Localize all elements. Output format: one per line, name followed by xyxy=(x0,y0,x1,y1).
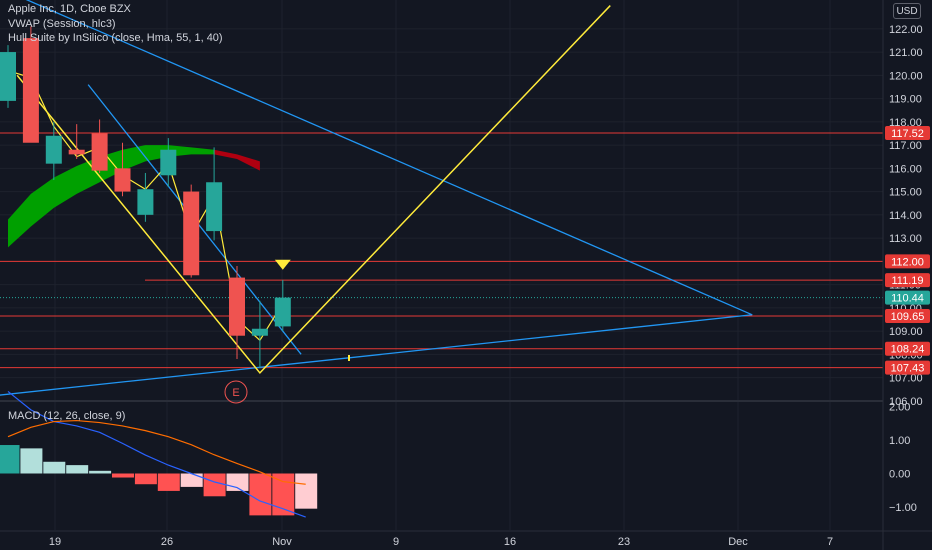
level-badge xyxy=(885,308,930,323)
price-tick-label: 109.00 xyxy=(889,326,923,338)
time-axis: 19 26 Nov 9 16 23 Dec 7 xyxy=(0,530,932,548)
candle-body xyxy=(206,182,223,232)
price-tick-label: 107.00 xyxy=(889,373,923,385)
candle-body xyxy=(251,328,268,336)
price-tick-label: 121.00 xyxy=(889,47,923,59)
trendline xyxy=(0,314,753,396)
hull-ribbon-up xyxy=(8,145,215,248)
level-badge-label: 108.24 xyxy=(891,344,925,356)
candle-body xyxy=(183,191,200,276)
candle-body xyxy=(0,52,16,101)
candle-body xyxy=(91,133,108,171)
time-tick-label: Nov xyxy=(272,536,292,548)
level-badge xyxy=(885,254,930,269)
time-tick-label: 9 xyxy=(393,536,399,548)
macd-tick-label: 2.00 xyxy=(889,402,910,414)
level-badge xyxy=(885,273,930,288)
price-tick-label: 116.00 xyxy=(889,163,922,175)
macd-histogram-bar xyxy=(20,448,43,474)
time-tick-label: 7 xyxy=(827,536,833,548)
time-tick-label: 26 xyxy=(161,536,173,548)
price-tick-label: 115.00 xyxy=(889,187,922,199)
hull-ribbon xyxy=(8,145,260,248)
macd-line xyxy=(7,390,306,518)
earnings-label: E xyxy=(232,387,239,399)
drawn-lines xyxy=(0,0,883,396)
last-price-badge-label: 110.44 xyxy=(891,293,924,305)
candle-body xyxy=(274,297,291,327)
time-tick-label: Dec xyxy=(728,536,748,548)
candle-body xyxy=(160,149,177,176)
level-badge xyxy=(885,341,930,356)
legend-macd[interactable]: MACD (12, 26, close, 9) xyxy=(8,410,126,422)
macd-histogram-bar xyxy=(134,473,157,485)
hull-ribbon-down xyxy=(214,149,260,171)
time-tick-label: 19 xyxy=(49,536,61,548)
macd-tick-label: 1.00 xyxy=(889,435,910,447)
candle-body xyxy=(137,189,154,215)
level-badge-label: 117.52 xyxy=(891,128,924,140)
level-badge-label: 111.19 xyxy=(891,275,923,287)
price-tick-label: 119.00 xyxy=(889,94,922,106)
macd-histogram-bar xyxy=(157,473,180,491)
grid xyxy=(0,0,883,530)
currency-button[interactable]: USD xyxy=(893,3,921,19)
macd-histogram-bar xyxy=(66,465,89,474)
macd-histogram-bar xyxy=(112,473,134,478)
markers: E xyxy=(224,259,350,404)
candle-body xyxy=(114,168,131,192)
level-badge-label: 112.00 xyxy=(891,256,924,268)
macd-histogram-bar xyxy=(295,473,318,509)
legend-vwap[interactable]: VWAP (Session, hlc3) xyxy=(8,18,116,30)
price-tick-label: 114.00 xyxy=(889,210,922,222)
yellow-v-line xyxy=(16,5,611,375)
macd-histogram-bar xyxy=(43,461,66,474)
level-badge xyxy=(885,125,930,140)
price-badges: 117.52 112.00 111.19 109.65 108.24 107.43 110.… xyxy=(885,125,930,375)
time-tick-label: 16 xyxy=(504,536,516,548)
macd-histogram-bar xyxy=(89,470,112,474)
candle-body xyxy=(229,277,245,336)
level-badge xyxy=(885,360,930,375)
legend-hull[interactable]: Hull Suite by InSilico (close, Hma, 55, … xyxy=(8,32,223,44)
level-badge-label: 109.65 xyxy=(891,311,925,323)
macd-tick-label: −1.00 xyxy=(889,502,917,514)
price-tick-label: 122.00 xyxy=(889,24,923,36)
macd-pane xyxy=(0,390,318,518)
signal-arrow-icon xyxy=(274,259,291,270)
candle-body xyxy=(22,38,39,143)
macd-histogram-bar xyxy=(249,473,272,516)
signal-line xyxy=(7,419,306,485)
macd-histogram-bar xyxy=(272,473,295,516)
legend-main[interactable]: Apple Inc, 1D, Cboe BZX xyxy=(8,3,131,15)
time-tick-label: 23 xyxy=(618,536,630,548)
last-price-badge xyxy=(885,290,930,305)
level-badge-label: 107.43 xyxy=(891,363,925,375)
candles xyxy=(0,26,291,369)
candle-body xyxy=(45,135,62,164)
price-tick-label: 117.00 xyxy=(889,140,922,152)
macd-histogram-bar xyxy=(0,445,20,474)
trendline xyxy=(25,0,753,316)
candle-body xyxy=(68,149,85,155)
price-tick-label: 120.00 xyxy=(889,70,923,82)
macd-tick-label: 0.00 xyxy=(889,469,910,481)
earnings-icon xyxy=(224,380,248,404)
price-tick-label: 113.00 xyxy=(889,233,922,245)
price-tick-label: 106.00 xyxy=(889,396,923,408)
macd-histogram-bar xyxy=(203,473,226,497)
price-tick-label: 118.00 xyxy=(889,117,922,129)
macd-histogram-bar xyxy=(180,473,203,487)
